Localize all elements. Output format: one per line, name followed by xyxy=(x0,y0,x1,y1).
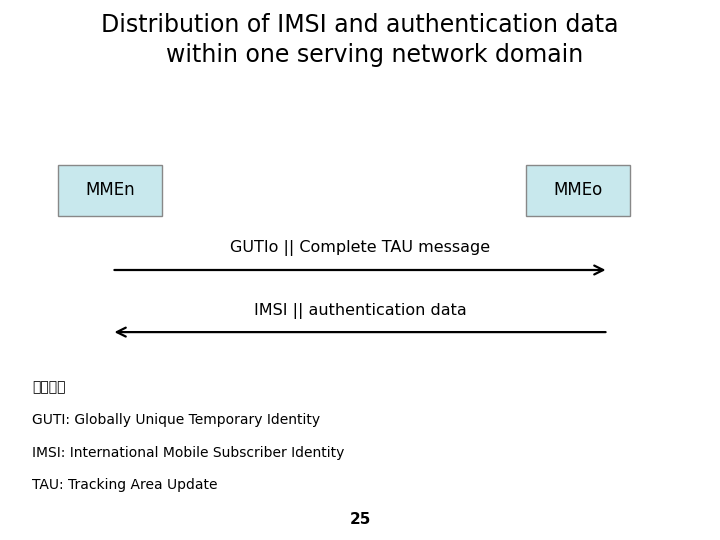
Text: GUTIo || Complete TAU message: GUTIo || Complete TAU message xyxy=(230,240,490,256)
Text: TAU: Tracking Area Update: TAU: Tracking Area Update xyxy=(32,478,218,492)
Text: GUTI: Globally Unique Temporary Identity: GUTI: Globally Unique Temporary Identity xyxy=(32,413,320,427)
FancyBboxPatch shape xyxy=(58,165,162,216)
Text: 縮寫説明: 縮寫説明 xyxy=(32,381,66,395)
Text: 25: 25 xyxy=(349,511,371,526)
Text: IMSI: International Mobile Subscriber Identity: IMSI: International Mobile Subscriber Id… xyxy=(32,446,345,460)
FancyBboxPatch shape xyxy=(526,165,630,216)
Text: Distribution of IMSI and authentication data
    within one serving network doma: Distribution of IMSI and authentication … xyxy=(102,14,618,67)
Text: IMSI || authentication data: IMSI || authentication data xyxy=(253,302,467,319)
Text: MMEn: MMEn xyxy=(85,181,135,199)
Text: MMEo: MMEo xyxy=(553,181,603,199)
